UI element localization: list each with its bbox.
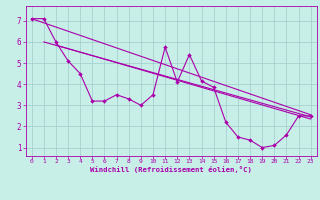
X-axis label: Windchill (Refroidissement éolien,°C): Windchill (Refroidissement éolien,°C) [90,166,252,173]
